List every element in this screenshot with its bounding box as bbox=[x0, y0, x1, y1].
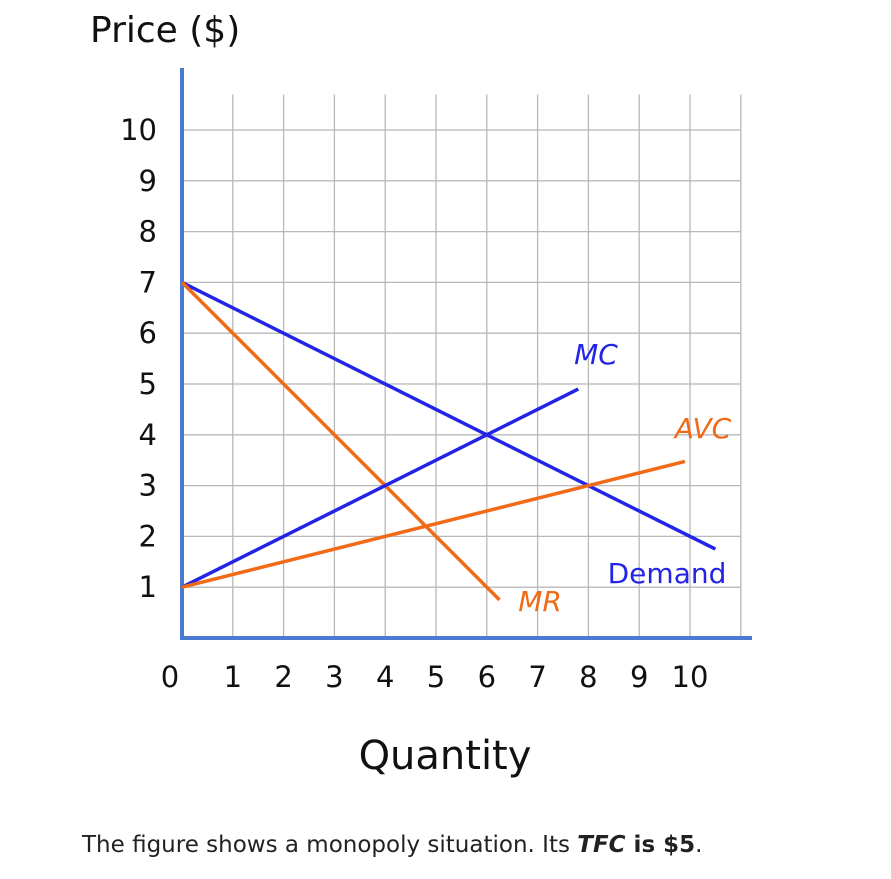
y-tick-label: 10 bbox=[120, 113, 157, 147]
series-line bbox=[180, 281, 501, 602]
y-tick-label: 3 bbox=[139, 469, 157, 503]
series-line bbox=[181, 280, 717, 551]
x-tick-label: 3 bbox=[325, 660, 343, 694]
caption-emphasis: TFC bbox=[577, 832, 626, 858]
series-line bbox=[181, 459, 686, 589]
caption-end: . bbox=[695, 832, 703, 858]
y-tick-label: 5 bbox=[139, 367, 157, 401]
x-tick-label: 0 bbox=[161, 660, 179, 694]
x-tick-label: 8 bbox=[579, 660, 597, 694]
x-tick-label: 7 bbox=[528, 660, 546, 694]
x-tick-label: 5 bbox=[427, 660, 445, 694]
x-tick-label: 4 bbox=[376, 660, 394, 694]
x-axis-title: Quantity bbox=[359, 733, 532, 779]
caption: The figure shows a monopoly situation. I… bbox=[82, 832, 702, 858]
y-tick-label: 6 bbox=[139, 316, 157, 350]
series-label: MR bbox=[518, 585, 562, 618]
caption-text: The figure shows a monopoly situation. I… bbox=[82, 832, 578, 858]
x-tick-label: 1 bbox=[224, 660, 242, 694]
y-tick-label: 8 bbox=[139, 215, 157, 249]
figure-panel bbox=[80, 0, 773, 790]
series-label: MC bbox=[574, 338, 618, 371]
chart: Price ($) Quantity 0 1 2 3 4 5 6 7 8 9 10123456789… bbox=[90, 10, 752, 779]
series-label: Demand bbox=[608, 557, 727, 590]
x-tick-label: 6 bbox=[478, 660, 496, 694]
y-tick-label: 9 bbox=[139, 164, 157, 198]
caption-bold: is $5 bbox=[625, 832, 696, 858]
y-tick-label: 7 bbox=[139, 265, 157, 299]
x-tick-label: 9 bbox=[630, 660, 648, 694]
y-tick-label: 4 bbox=[139, 418, 157, 452]
series-line bbox=[181, 387, 580, 589]
series-label: AVC bbox=[673, 412, 732, 445]
x-tick-label: 2 bbox=[274, 660, 292, 694]
y-tick-label: 2 bbox=[139, 519, 157, 553]
y-axis-title: Price ($) bbox=[90, 10, 240, 51]
x-tick-label: 10 bbox=[672, 660, 709, 694]
y-tick-label: 1 bbox=[139, 570, 157, 604]
